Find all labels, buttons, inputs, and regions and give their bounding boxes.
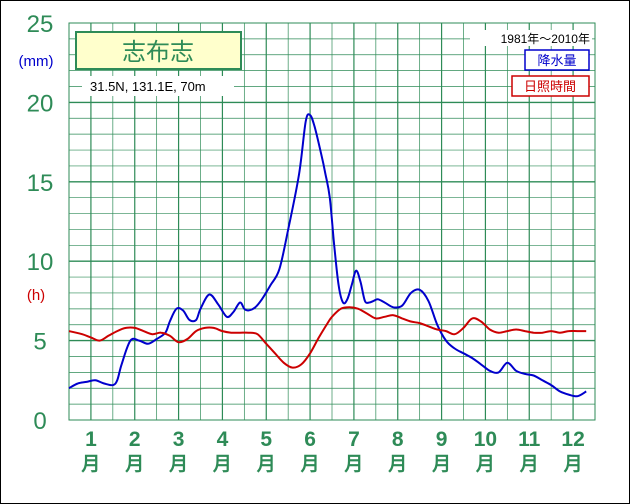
- x-tick-label: 7: [348, 428, 360, 451]
- station-name: 志布志: [122, 39, 194, 66]
- y-tick-label: 0: [33, 408, 46, 435]
- x-tick-suffix: 月: [80, 454, 100, 475]
- x-tick-label: 3: [173, 428, 185, 451]
- period-label: 1981年〜2010年: [501, 32, 590, 46]
- x-tick-suffix: 月: [563, 454, 583, 475]
- y-unit-precip: (mm): [19, 53, 54, 70]
- x-tick-label: 8: [392, 428, 404, 451]
- y-tick-label: 5: [33, 329, 46, 356]
- x-tick-label: 6: [304, 428, 316, 451]
- x-tick-suffix: 月: [168, 454, 188, 475]
- y-tick-labels: 0 5 10 15 20 25: [27, 11, 54, 435]
- sunshine-line: [68, 306, 587, 369]
- x-tick-suffix: 月: [519, 454, 539, 475]
- legend-precip: 降水量: [537, 53, 576, 68]
- x-tick-label: 10: [474, 428, 497, 451]
- x-tick-suffix: 月: [343, 454, 363, 475]
- x-tick-suffix: 月: [256, 454, 276, 475]
- x-tick-label: 1: [85, 428, 97, 451]
- x-tick-label: 4: [217, 428, 229, 451]
- y-unit-sun: (h): [27, 287, 45, 304]
- x-tick-suffix: 月: [387, 454, 407, 475]
- y-tick-label: 15: [27, 170, 54, 197]
- legend-sun: 日照時間: [524, 79, 576, 94]
- legend-sun-box: [511, 75, 590, 97]
- x-tick-suffix: 月: [475, 454, 495, 475]
- x-tick-label: 12: [561, 428, 584, 451]
- grid: [68, 23, 596, 420]
- x-tick-suffix: 月: [124, 454, 144, 475]
- x-tick-suffix: 月: [431, 454, 451, 475]
- x-tick-label: 2: [129, 428, 141, 451]
- station-name-box: [75, 31, 242, 70]
- x-tick-labels: 1 月 2 月 3 月 4 月 5 月 6 月 7 月 8 月 9 月 10 月 11 月 12 月: [80, 428, 584, 475]
- coords-bg: [82, 76, 234, 96]
- station-coords: 31.5N, 131.1E, 70m: [90, 79, 206, 94]
- legend-precip-box: [524, 49, 590, 71]
- x-tick-label: 5: [260, 428, 272, 451]
- x-tick-suffix: 月: [300, 454, 320, 475]
- period-bg: [470, 30, 592, 46]
- series-lines: [68, 113, 587, 398]
- x-tick-label: 11: [518, 428, 541, 451]
- x-tick-label: 9: [436, 428, 448, 451]
- x-tick-suffix: 月: [212, 454, 232, 475]
- y-tick-label: 10: [27, 249, 54, 276]
- y-tick-label: 20: [27, 90, 54, 117]
- y-tick-label: 25: [27, 11, 54, 38]
